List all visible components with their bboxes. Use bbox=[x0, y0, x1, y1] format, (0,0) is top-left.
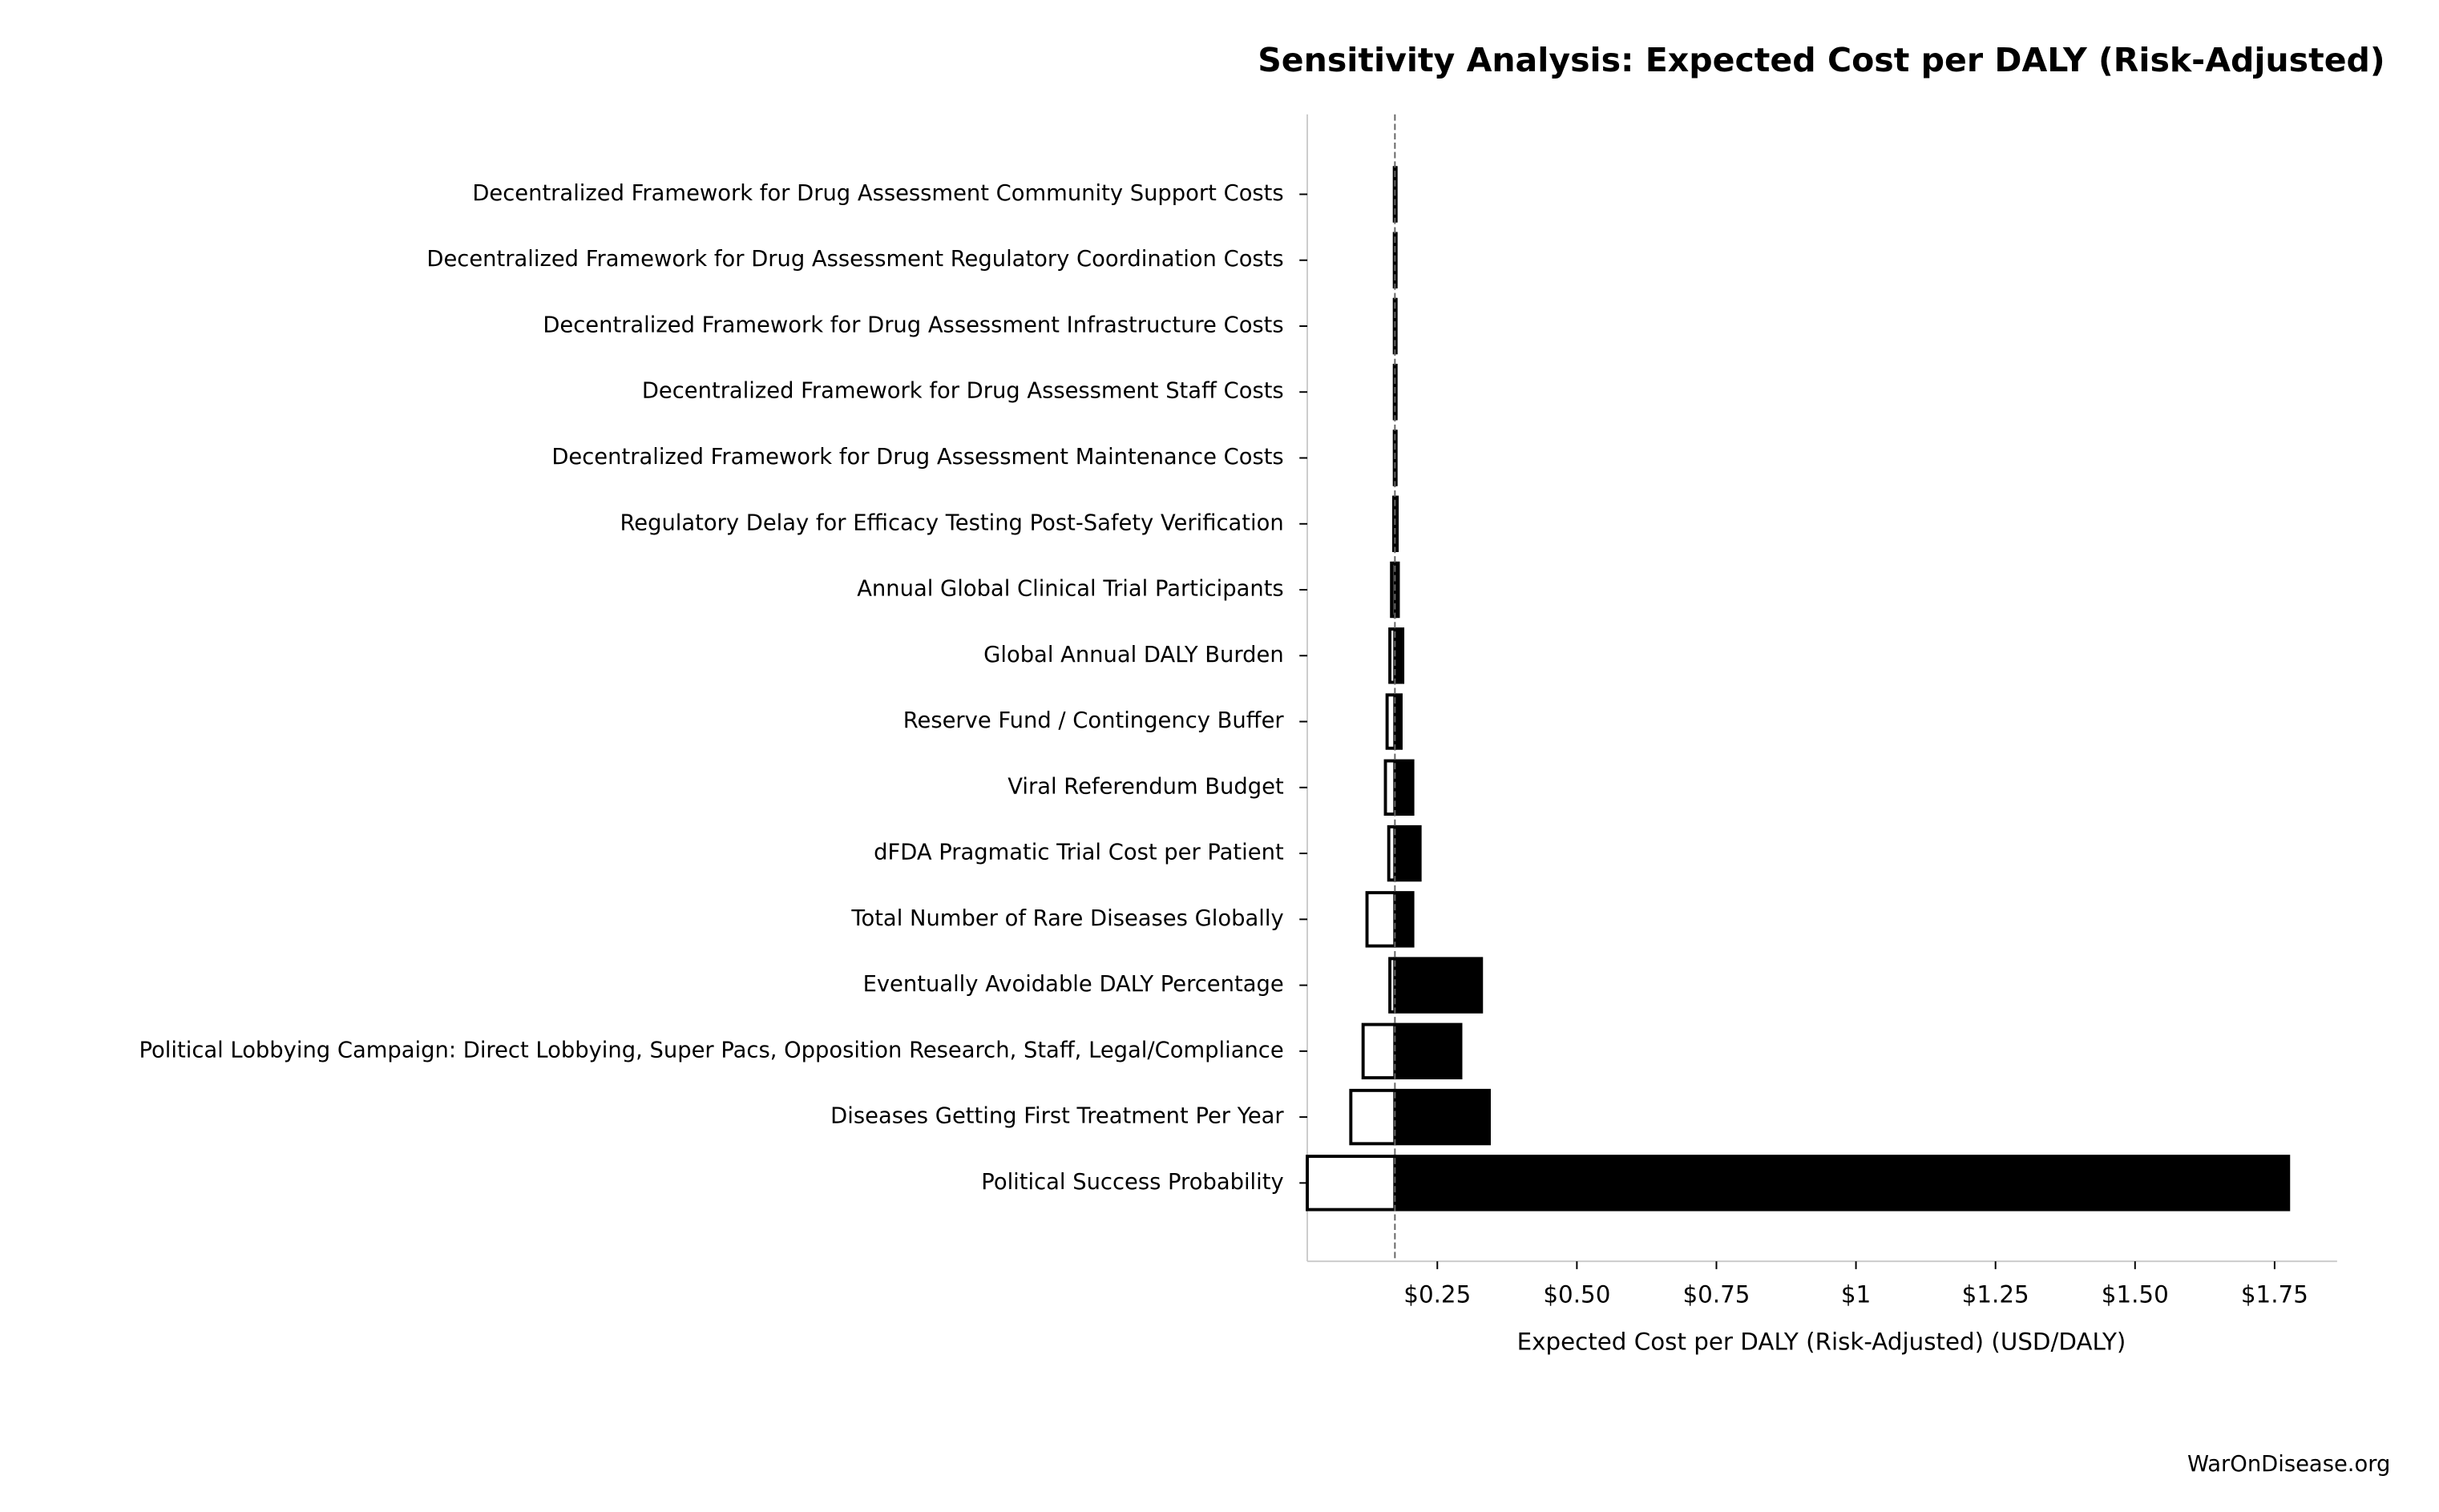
low-bar bbox=[1306, 1155, 1397, 1212]
high-bar bbox=[1393, 957, 1484, 1014]
x-tick-label: $0.50 bbox=[1543, 1281, 1610, 1308]
x-tick-label: $1 bbox=[1841, 1281, 1871, 1308]
y-tick-label: Reserve Fund / Contingency Buffer bbox=[903, 708, 1285, 733]
high-bar bbox=[1393, 891, 1415, 948]
high-bar bbox=[1393, 1022, 1463, 1080]
y-tick-label: Diseases Getting First Treatment Per Yea… bbox=[830, 1104, 1284, 1129]
x-tick-label: $0.75 bbox=[1682, 1281, 1750, 1308]
y-tick-label: Decentralized Framework for Drug Assessm… bbox=[543, 312, 1283, 337]
high-bar bbox=[1393, 1155, 2291, 1212]
high-bar bbox=[1393, 627, 1405, 684]
y-tick-label: Political Lobbying Campaign: Direct Lobb… bbox=[139, 1038, 1284, 1062]
y-tick-label: Decentralized Framework for Drug Assessm… bbox=[642, 379, 1284, 404]
x-axis-label: Expected Cost per DALY (Risk-Adjusted) (… bbox=[1517, 1328, 2126, 1355]
low-bar bbox=[1365, 891, 1397, 948]
y-tick-label: Decentralized Framework for Drug Assessm… bbox=[472, 181, 1283, 206]
y-tick-label: dFDA Pragmatic Trial Cost per Patient bbox=[874, 841, 1284, 865]
y-tick-label: Global Annual DALY Burden bbox=[983, 643, 1284, 667]
high-bar bbox=[1393, 1088, 1492, 1146]
y-tick-label: Total Number of Rare Diseases Globally bbox=[850, 906, 1283, 931]
y-tick-label: Viral Referendum Budget bbox=[1008, 774, 1284, 799]
x-tick-label: $1.75 bbox=[2241, 1281, 2308, 1308]
x-tick-label: $1.50 bbox=[2102, 1281, 2169, 1308]
x-tick-label: $1.25 bbox=[1962, 1281, 2029, 1308]
footer: WarOnDisease.org bbox=[2187, 1452, 2390, 1477]
high-bar bbox=[1393, 693, 1403, 750]
chart-title: Sensitivity Analysis: Expected Cost per … bbox=[1258, 41, 2384, 79]
low-bar bbox=[1349, 1088, 1397, 1146]
x-tick-label: $0.25 bbox=[1403, 1281, 1471, 1308]
y-tick-label: Eventually Avoidable DALY Percentage bbox=[863, 972, 1284, 997]
y-tick-label: Annual Global Clinical Trial Participant… bbox=[857, 577, 1283, 602]
y-tick-label: Regulatory Delay for Efficacy Testing Po… bbox=[620, 510, 1283, 535]
high-bar bbox=[1393, 759, 1415, 816]
low-bar bbox=[1361, 1022, 1397, 1080]
high-bar bbox=[1393, 825, 1422, 882]
y-tick-label: Decentralized Framework for Drug Assessm… bbox=[551, 445, 1283, 470]
y-tick-label: Decentralized Framework for Drug Assessm… bbox=[426, 247, 1283, 272]
y-tick-label: Political Success Probability bbox=[981, 1170, 1283, 1195]
